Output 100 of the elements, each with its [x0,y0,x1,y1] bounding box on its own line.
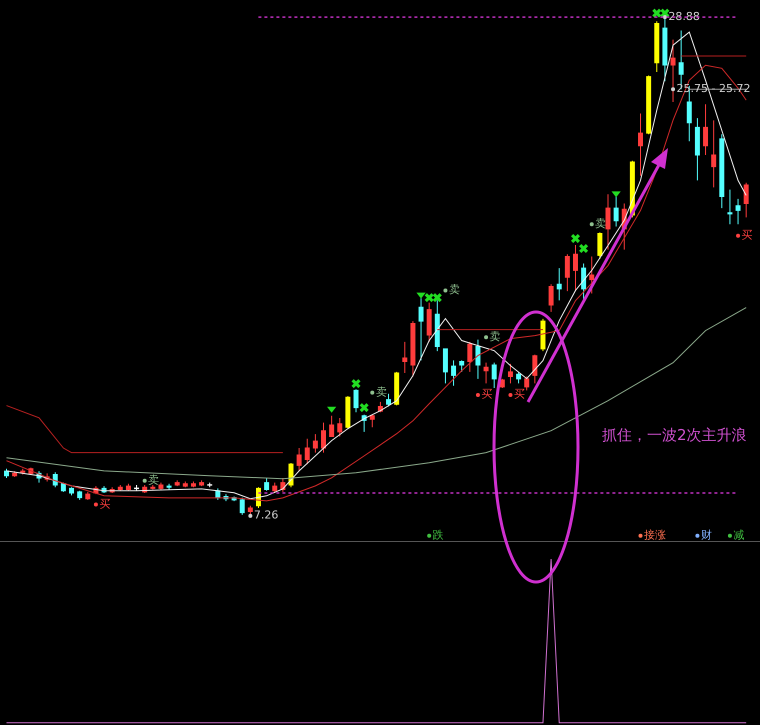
candlestick [744,182,749,218]
candlestick [662,16,668,82]
candlestick [296,448,302,472]
annotation: 抓住，一波2次主升浪 [602,426,747,444]
candlestick [329,415,334,437]
candlestick [589,256,594,294]
candlestick [337,418,342,437]
data-label: 卖 [490,330,501,344]
candlestick [85,491,90,500]
point [370,390,374,395]
candlestick [4,468,9,479]
point [671,87,676,92]
point [652,8,662,18]
data-label: 28.88 [668,10,700,23]
candlestick [573,244,578,292]
candlestick [207,482,212,488]
candlestick [386,393,392,407]
candlestick [556,268,562,301]
data-label: 买 [99,497,110,510]
candlestick [638,113,643,176]
point [638,534,643,538]
point [579,244,588,253]
candlestick [126,483,131,492]
point [443,288,448,292]
candlestick [564,254,570,292]
candlestick [500,378,505,389]
candlestick [182,480,188,488]
data-label: 买 [742,228,753,242]
candlestick [20,468,26,476]
candlestick [410,320,416,378]
data-label: 卖 [376,385,387,398]
candlestick [703,104,708,156]
point [432,293,442,302]
candlestick [77,490,82,500]
candlestick [321,422,326,454]
candlestick [150,484,156,490]
data-label: 7.26 [254,508,278,522]
candlestick [508,363,513,384]
point [570,234,580,244]
data-label: 卖 [595,216,606,230]
candlestick [484,362,489,384]
point [508,392,512,397]
candlestick [654,20,660,72]
data-label: 卖 [448,283,460,296]
candlestick [240,497,245,516]
point [736,234,740,238]
candlestick [190,480,196,488]
data-label: 卖 [148,474,160,487]
candlestick [548,284,554,312]
point [94,502,98,507]
candlestick [272,482,278,494]
candlestick [524,376,530,391]
candlestick [312,434,318,454]
candlestick [304,438,310,465]
data-label: 买 [481,388,492,401]
candlestick [646,74,652,135]
candlestick [158,482,164,490]
data-label: 接涨 [644,528,666,542]
candlestick [694,118,700,181]
point [360,403,369,412]
candlestick [719,134,724,209]
point [248,514,252,518]
candlestick [581,262,586,301]
data-label: 跌 [432,528,444,542]
candlestick [459,360,464,372]
candlestick [370,414,375,428]
candlestick [52,472,58,488]
candlestick [540,318,546,352]
point [484,335,488,340]
candlestick [288,462,294,488]
point [476,392,480,397]
candlestick [166,483,172,490]
candlestick [418,298,424,361]
point [352,379,361,388]
candlestick [532,354,538,384]
candlestick [426,302,432,342]
data-label: 财 [700,528,712,542]
point [590,222,594,226]
candlestick [69,486,74,496]
candlestick [736,198,741,225]
candlestick [402,341,408,374]
candlestick [264,478,270,492]
candlestick [354,388,359,413]
point [695,534,700,538]
point [728,534,732,538]
point [424,293,434,302]
candlestick [727,189,732,225]
candlestick [345,396,350,429]
candlestick [451,360,456,386]
candlestick [475,339,480,380]
candlestick [467,341,472,372]
candlestick [248,505,253,516]
candlestick [199,480,204,487]
candlestick [516,371,522,384]
candlestick [606,194,610,250]
candlestick [394,371,400,406]
candlestick [174,480,180,487]
point [142,478,147,483]
candlestick [597,232,602,260]
data-label: 减 [733,528,744,542]
